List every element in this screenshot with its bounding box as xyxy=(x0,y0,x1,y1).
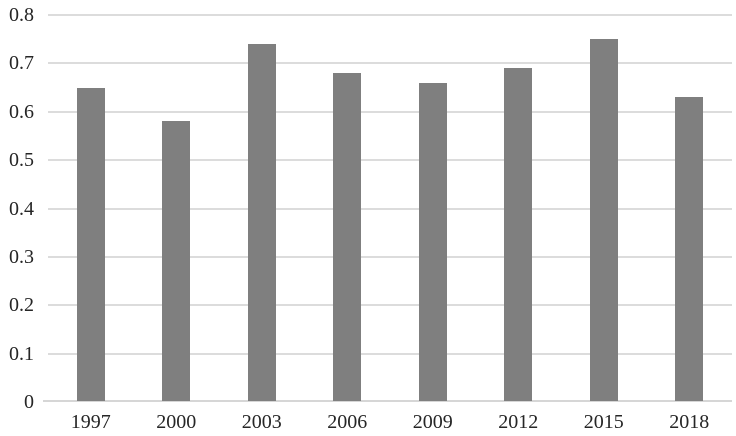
gridline-0.1 xyxy=(48,352,732,355)
x-axis-line xyxy=(43,400,732,402)
bar-2012 xyxy=(504,68,533,401)
x-tick-label-2003: 2003 xyxy=(241,411,282,433)
bar-2000 xyxy=(162,121,191,401)
bar-2006 xyxy=(333,73,362,401)
x-tick-label-2000: 2000 xyxy=(156,411,197,433)
gridline-0.7 xyxy=(48,62,732,65)
x-tick-label-2018: 2018 xyxy=(669,411,710,433)
gridline-0.6 xyxy=(48,110,732,113)
y-tick-label: 0.1 xyxy=(9,342,34,365)
x-tick-label-1997: 1997 xyxy=(70,411,111,433)
y-tick-label: 0.6 xyxy=(9,100,34,123)
gridline-0.3 xyxy=(48,255,732,258)
x-tick-label-2012: 2012 xyxy=(498,411,539,433)
x-tick-label-2006: 2006 xyxy=(327,411,368,433)
bar-2003 xyxy=(247,44,276,401)
bar-2018 xyxy=(675,97,704,401)
gridline-0.4 xyxy=(48,207,732,210)
y-tick-label: 0.3 xyxy=(9,245,34,268)
bar-1997 xyxy=(76,87,105,401)
y-tick-label: 0.4 xyxy=(9,197,34,220)
x-tick-label-2015: 2015 xyxy=(583,411,624,433)
gridline-0.5 xyxy=(48,159,732,162)
gridline-0.2 xyxy=(48,304,732,307)
y-tick-label: 0.2 xyxy=(9,294,34,317)
bar-2009 xyxy=(418,82,447,401)
bar-2015 xyxy=(589,39,618,401)
x-tick-label-2009: 2009 xyxy=(412,411,453,433)
y-tick-label: 0 xyxy=(24,391,34,413)
y-tick-label: 0.7 xyxy=(9,52,34,75)
gridline-0.8 xyxy=(48,14,732,16)
y-tick-label: 0.5 xyxy=(9,149,34,172)
y-tick-label: 0.8 xyxy=(9,4,34,26)
